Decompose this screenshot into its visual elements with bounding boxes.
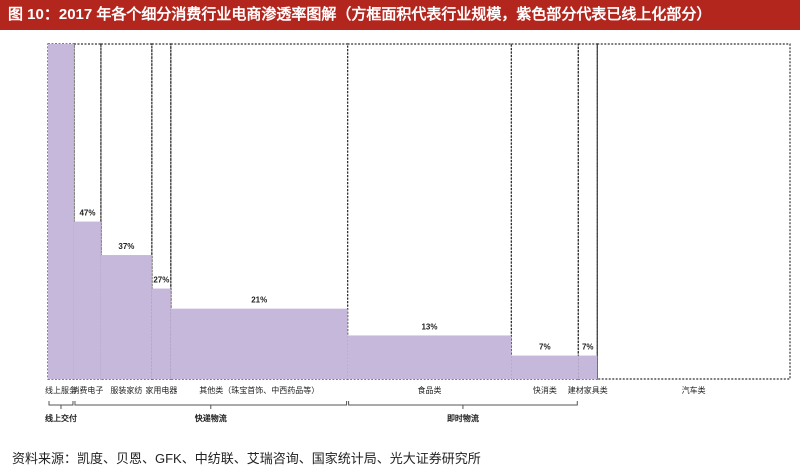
category-label: 服装家纺 [110, 385, 142, 395]
segment-box [596, 43, 791, 380]
category-label: 建材家具类 [568, 385, 608, 395]
value-label: 21% [251, 296, 267, 305]
value-label: 7% [539, 343, 551, 352]
source-note: 资料来源：凯度、贝恩、GFK、中纺联、艾瑞咨询、国家统计局、光大证券研究所 [12, 451, 481, 466]
bar-fill [151, 288, 171, 379]
group-bracket [48, 401, 74, 406]
value-label: 47% [79, 209, 95, 218]
bar-fill [170, 308, 348, 379]
category-label: 快消类 [533, 385, 557, 395]
group-bracket [74, 401, 348, 406]
group-brackets: 线上交付 快递物流 即时物流 [45, 401, 578, 423]
bar-fill [511, 355, 579, 379]
category-label: 消费电子 [71, 385, 103, 395]
bar-fill [578, 355, 598, 379]
bar-fill [48, 44, 74, 379]
value-label: 13% [421, 322, 437, 331]
segment-fills [48, 44, 598, 379]
group-label: 快递物流 [195, 413, 227, 423]
value-label: 27% [153, 276, 169, 285]
segment-box [577, 43, 598, 380]
category-label: 汽车类 [682, 385, 706, 395]
value-labels: 47% 37% 27% 21% 13% 7% 7% [79, 209, 593, 352]
category-label: 线上服务 [45, 385, 77, 395]
chart-title-bar: 图 10：2017 年各个细分消费行业电商渗透率图解（方框面积代表行业规模，紫色… [0, 0, 800, 30]
bar-fill [347, 335, 512, 379]
segment-box [151, 43, 172, 380]
category-label: 其他类（珠宝首饰、中西药品等） [199, 385, 319, 395]
group-label: 即时物流 [447, 413, 479, 423]
value-label: 7% [582, 343, 594, 352]
bar-fill [100, 255, 152, 379]
segment-box [510, 43, 579, 380]
category-label: 家用电器 [145, 385, 177, 395]
category-label: 食品类 [417, 385, 441, 395]
group-bracket [348, 401, 578, 406]
value-label: 37% [118, 242, 134, 251]
segment-box [346, 43, 512, 380]
bar-fill [73, 221, 101, 379]
group-label: 线上交付 [45, 413, 77, 423]
